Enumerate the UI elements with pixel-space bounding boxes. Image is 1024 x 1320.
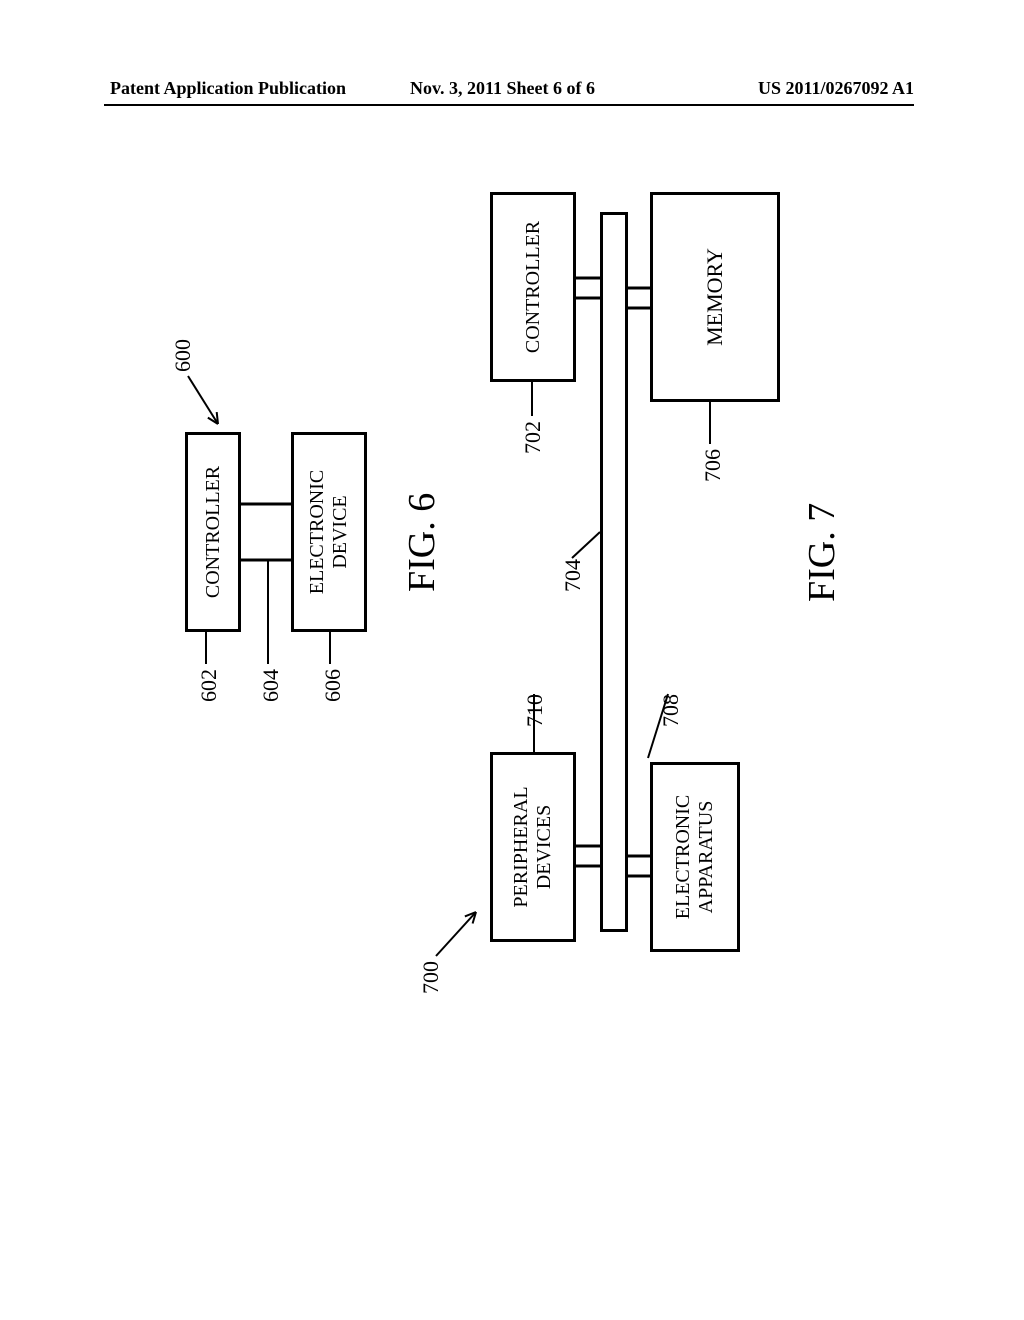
fig6-controller-box: CONTROLLER xyxy=(185,432,241,632)
fig6-ref-606: 606 xyxy=(320,669,346,702)
fig7-peripheral-label: PERIPHERAL DEVICES xyxy=(510,786,556,907)
connector-overlay xyxy=(0,0,1024,1172)
fig6-caption: FIG. 6 xyxy=(400,493,444,592)
fig7-apparatus-label: ELECTRONIC APPARATUS xyxy=(672,795,718,919)
fig7-ref-708: 708 xyxy=(658,694,684,727)
fig7-ref-702: 702 xyxy=(520,421,546,454)
fig7-caption: FIG. 7 xyxy=(800,503,844,602)
fig6-ref-604: 604 xyxy=(258,669,284,702)
fig7-apparatus-box: ELECTRONIC APPARATUS xyxy=(650,762,740,952)
fig7-ref-706: 706 xyxy=(700,449,726,482)
fig6-controller-label: CONTROLLER xyxy=(202,466,225,598)
fig7-controller-box: CONTROLLER xyxy=(490,192,576,382)
fig7-peripheral-box: PERIPHERAL DEVICES xyxy=(490,752,576,942)
fig6-ref-602: 602 xyxy=(196,669,222,702)
fig7-memory-box: MEMORY xyxy=(650,192,780,402)
fig7-controller-label: CONTROLLER xyxy=(522,221,545,353)
fig7-bus-box xyxy=(600,212,628,932)
fig6-device-box: ELECTRONIC DEVICE xyxy=(291,432,367,632)
figure-canvas-inner: CONTROLLER ELECTRONIC DEVICE 600 602 604… xyxy=(0,0,1024,1172)
fig7-ref-700: 700 xyxy=(418,961,444,994)
figure-canvas: CONTROLLER ELECTRONIC DEVICE 600 602 604… xyxy=(0,0,1024,1024)
fig7-ref-704: 704 xyxy=(560,559,586,592)
fig7-ref-710: 710 xyxy=(522,694,548,727)
fig6-device-label: ELECTRONIC DEVICE xyxy=(306,470,352,594)
fig7-memory-label: MEMORY xyxy=(702,248,728,346)
fig6-ref-600: 600 xyxy=(170,339,196,372)
page: Patent Application Publication Nov. 3, 2… xyxy=(0,0,1024,1320)
